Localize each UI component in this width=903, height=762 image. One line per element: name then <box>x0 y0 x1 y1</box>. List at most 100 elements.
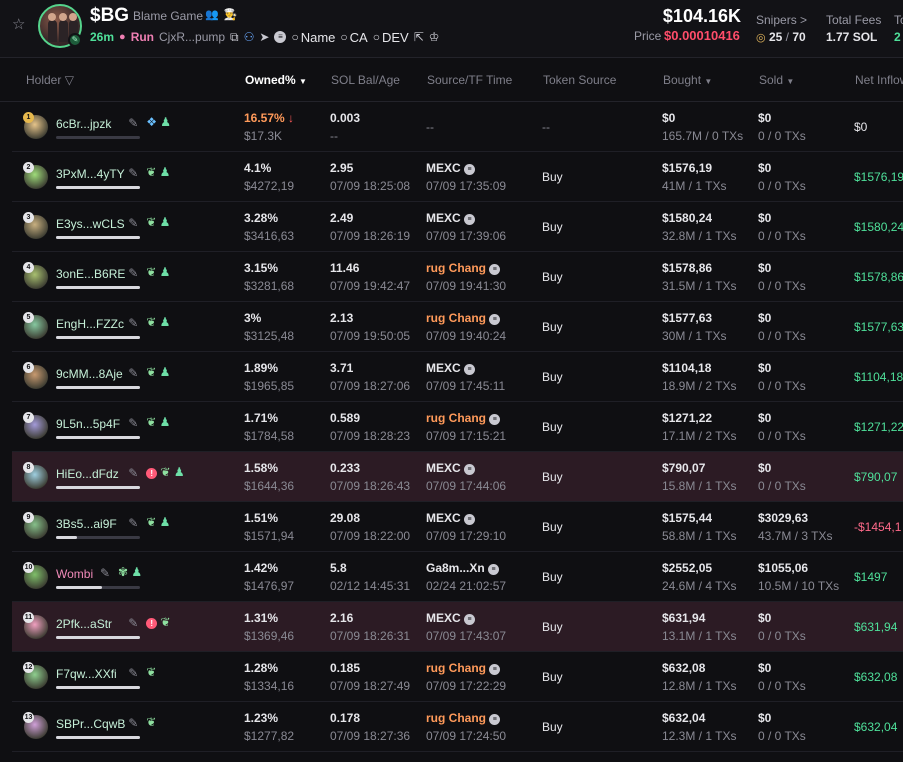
table-row[interactable]: 10 Wombi ✎ ✾ ♟ 1.42% $1476,97 5.8 02/12 14:45:… <box>12 552 903 602</box>
token-avatar[interactable] <box>38 4 82 48</box>
funding-source[interactable]: MEXC ≡ <box>426 211 476 225</box>
edit-icon[interactable]: ✎ <box>128 266 139 280</box>
copy-icon[interactable]: ⧉ <box>230 29 239 44</box>
holder-address[interactable]: 9L5n...5p4F <box>56 417 121 431</box>
table-row[interactable]: 6 9cMM...8Aje ✎ ❦ ♟ 1.89% $1965,85 3.71 07/09 … <box>12 352 903 402</box>
funding-source[interactable]: rug Chang ≡ <box>426 711 501 725</box>
bought-usd: $1575,44 <box>662 511 713 525</box>
holding-bar <box>56 586 140 589</box>
share-icon[interactable]: ⇱ <box>413 30 424 44</box>
funding-source[interactable]: MEXC ≡ <box>426 361 476 375</box>
exchange-icon: ≡ <box>489 664 501 675</box>
col-holder[interactable]: Holder ▽ <box>26 73 74 87</box>
table-row[interactable]: 12 F7qw...XXfi ✎ ❦ 1.28% $1334,16 0.185 07/09 … <box>12 652 903 702</box>
table-row[interactable]: 2 3PxM...4yTY ✎ ❦ ♟ 4.1% $4272,19 2.95 07/09 1… <box>12 152 903 202</box>
funding-source[interactable]: MEXC ≡ <box>426 511 476 525</box>
edit-icon[interactable]: ✎ <box>128 616 139 630</box>
edit-icon[interactable]: ✎ <box>100 566 111 580</box>
rank-badge: 3 <box>23 212 34 223</box>
holder-tags: ❦ ♟ <box>146 365 170 379</box>
sold-detail: 0 / 0 TXs <box>758 229 806 243</box>
holder-address[interactable]: EngH...FZZc <box>56 317 125 331</box>
leaf-icon: ❦ <box>146 215 160 229</box>
holder-address[interactable]: 3onE...B6RE <box>56 267 126 281</box>
edit-icon[interactable]: ✎ <box>128 416 139 430</box>
sold-detail: 0 / 0 TXs <box>758 379 806 393</box>
col-sold[interactable]: Sold ▼ <box>759 73 795 87</box>
table-row[interactable]: 11 2Pfk...aStr ✎! ❦ 1.31% $1369,46 2.16 07/09… <box>12 602 903 652</box>
table-row[interactable]: 8 HiEo...dFdz ✎! ❦ ♟ 1.58% $1644,36 0.233 07/… <box>12 452 903 502</box>
bought-detail: 30M / 1 TXs <box>662 329 727 343</box>
leaf-icon: ❦ <box>146 265 160 279</box>
holder-address[interactable]: 3Bs5...ai9F <box>56 517 117 531</box>
edit-icon[interactable]: ✎ <box>128 116 139 130</box>
holder-address[interactable]: 2Pfk...aStr <box>56 617 113 631</box>
funding-source[interactable]: rug Chang ≡ <box>426 411 501 425</box>
col-source[interactable]: Source/TF Time <box>427 73 513 87</box>
edit-icon[interactable]: ✎ <box>128 366 139 380</box>
holder-address[interactable]: 6cBr...jpzk <box>56 117 112 131</box>
token-source: Buy <box>542 720 563 734</box>
table-row[interactable]: 13 SBPr...CqwB ✎ ❦ 1.23% $1277,82 0.178 07/09 … <box>12 702 903 752</box>
user-icon: ♟ <box>160 115 172 129</box>
warning-icon: ! <box>146 468 158 479</box>
col-token-source[interactable]: Token Source <box>543 73 617 87</box>
holder-address[interactable]: SBPr...CqwB <box>56 717 126 731</box>
pump-badge-icon: ✎ <box>68 33 82 47</box>
holder-address[interactable]: E3ys...wCLS <box>56 217 125 231</box>
funding-source[interactable]: -- <box>426 120 434 134</box>
person-icon[interactable]: ⚇ <box>243 30 255 44</box>
sol-balance: 0.233 <box>330 461 361 475</box>
table-row[interactable]: 1 6cBr...jpzk ✎ ❖ ♟ 16.57% ↓ $17.3K 0.003 -- --… <box>12 102 903 152</box>
table-row[interactable]: 7 9L5n...5p4F ✎ ❦ ♟ 1.71% $1784,58 0.589 07/09… <box>12 402 903 452</box>
edit-icon[interactable]: ✎ <box>128 666 139 680</box>
leaf-icon: ❦ <box>160 465 174 479</box>
token-group-icons: 👥 👨‍🍳 <box>205 8 238 21</box>
table-row[interactable]: 4 3onE...B6RE ✎ ❦ ♟ 3.15% $3281,68 11.46 07/09… <box>12 252 903 302</box>
funding-source[interactable]: MEXC ≡ <box>426 161 476 175</box>
website-icon[interactable]: ≡ <box>274 31 287 43</box>
filter-icon[interactable]: ▽ <box>64 73 74 87</box>
crown-icon[interactable]: ♔ <box>428 30 440 44</box>
col-bought[interactable]: Bought ▼ <box>663 73 713 87</box>
edit-icon[interactable]: ✎ <box>128 316 139 330</box>
holder-address[interactable]: HiEo...dFdz <box>56 467 119 481</box>
funding-source[interactable]: rug Chang ≡ <box>426 311 501 325</box>
search-ca-link[interactable]: ○ CA <box>340 29 368 45</box>
table-row[interactable]: 3 E3ys...wCLS ✎ ❦ ♟ 3.28% $3416,63 2.49 07/09 … <box>12 202 903 252</box>
bought-detail: 17.1M / 2 TXs <box>662 429 737 443</box>
col-sol-bal[interactable]: SOL Bal/Age <box>331 73 400 87</box>
contract-address: CjxR...pump <box>159 30 226 44</box>
edit-icon[interactable]: ✎ <box>128 716 139 730</box>
exchange-icon: ≡ <box>464 614 476 625</box>
holder-tags: ❖ ♟ <box>146 115 171 129</box>
search-name-link[interactable]: ○ Name <box>291 29 336 45</box>
funding-source[interactable]: MEXC ≡ <box>426 461 476 475</box>
holder-address[interactable]: 9cMM...8Aje <box>56 367 123 381</box>
edit-icon[interactable]: ✎ <box>128 216 139 230</box>
token-age: 26m <box>90 30 115 44</box>
holder-address[interactable]: 3PxM...4yTY <box>56 167 125 181</box>
holding-bar <box>56 386 140 389</box>
edit-icon[interactable]: ✎ <box>128 166 139 180</box>
col-owned[interactable]: Owned% ▼ <box>245 73 307 87</box>
snipers-label[interactable]: Snipers > <box>756 13 808 27</box>
funding-source[interactable]: rug Chang ≡ <box>426 661 501 675</box>
holder-address[interactable]: F7qw...XXfi <box>56 667 117 681</box>
edit-icon[interactable]: ✎ <box>128 466 139 480</box>
telegram-icon[interactable]: ➤ <box>259 30 270 44</box>
owned-usd: $1965,85 <box>244 379 295 393</box>
edit-icon[interactable]: ✎ <box>128 516 139 530</box>
funding-source[interactable]: MEXC ≡ <box>426 611 476 625</box>
funding-source[interactable]: rug Chang ≡ <box>426 261 501 275</box>
search-dev-link[interactable]: ○ DEV <box>372 29 409 45</box>
favorite-star-icon[interactable]: ☆ <box>12 16 26 33</box>
holder-address[interactable]: Wombi <box>56 567 94 581</box>
funding-source[interactable]: Ga8m...Xn ≡ <box>426 561 500 575</box>
wallet-age: 02/12 14:45:31 <box>330 579 411 593</box>
col-net-inflow[interactable]: Net Inflow <box>855 73 903 87</box>
table-row[interactable]: 9 3Bs5...ai9F ✎ ❦ ♟ 1.51% $1571,94 29.08 07/09… <box>12 502 903 552</box>
sold-detail: 0 / 0 TXs <box>758 179 806 193</box>
bought-detail: 12.8M / 1 TXs <box>662 679 737 693</box>
table-row[interactable]: 5 EngH...FZZc ✎ ❦ ♟ 3% $3125,48 2.13 07/09 19:… <box>12 302 903 352</box>
